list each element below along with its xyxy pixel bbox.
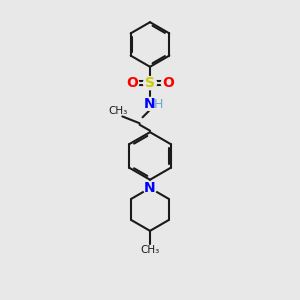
Circle shape xyxy=(143,76,157,90)
Text: CH₃: CH₃ xyxy=(109,106,128,116)
Text: N: N xyxy=(144,181,156,195)
Text: H: H xyxy=(154,98,164,111)
Circle shape xyxy=(126,76,139,90)
Text: S: S xyxy=(145,76,155,90)
Text: O: O xyxy=(126,76,138,90)
Text: O: O xyxy=(162,76,174,90)
Circle shape xyxy=(143,98,157,110)
Circle shape xyxy=(143,182,157,195)
Text: CH₃: CH₃ xyxy=(140,244,160,255)
Text: N: N xyxy=(144,97,156,111)
Circle shape xyxy=(161,76,174,90)
